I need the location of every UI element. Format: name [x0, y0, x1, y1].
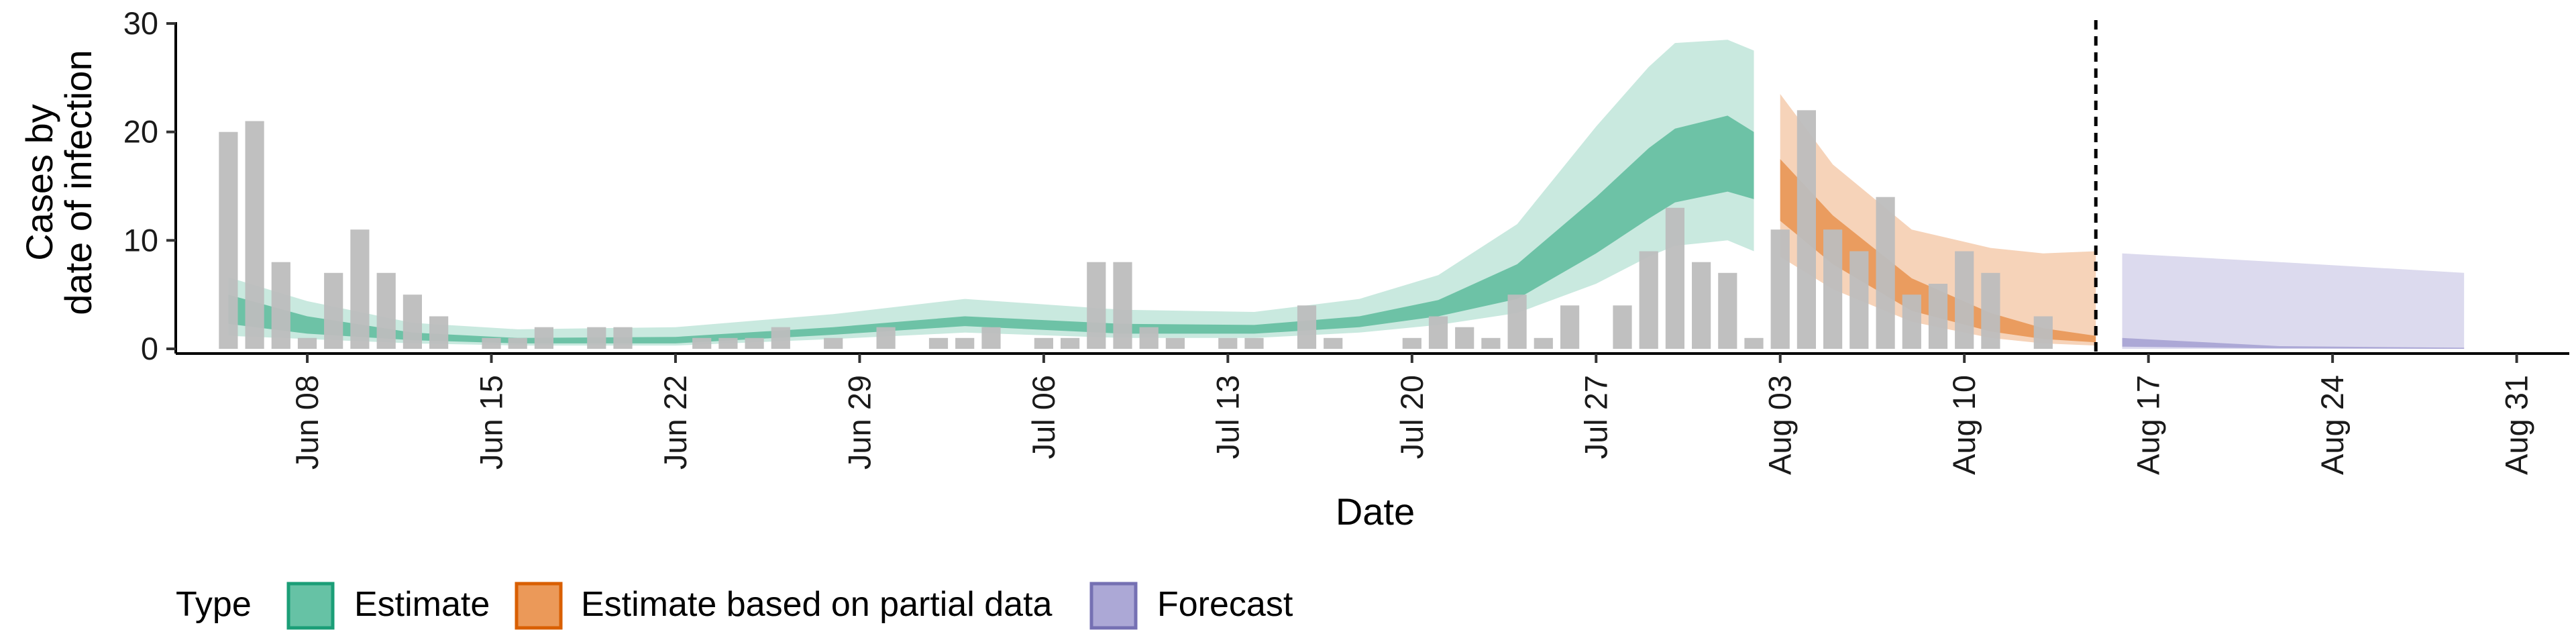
- x-tick-label: Aug 03: [1762, 375, 1798, 475]
- x-tick-label: Jul 20: [1394, 375, 1430, 459]
- case-bar: [271, 262, 290, 349]
- case-bar: [2033, 316, 2053, 349]
- ribbon-50-forecast: [2122, 337, 2465, 349]
- y-tick-label: 0: [141, 331, 158, 366]
- case-bar: [771, 327, 790, 349]
- case-bar: [1244, 337, 1264, 349]
- x-tick-label: Aug 31: [2499, 375, 2534, 475]
- case-bar: [429, 316, 449, 349]
- case-bar: [1955, 251, 1974, 349]
- case-bar: [1876, 197, 1895, 349]
- ribbon-90-forecast: [2122, 253, 2465, 349]
- case-bar: [1534, 337, 1553, 349]
- case-bar: [1639, 251, 1658, 349]
- case-bar: [1324, 337, 1343, 349]
- case-bar: [219, 131, 238, 349]
- case-bar: [1928, 284, 1948, 349]
- legend-key-forecast: [1089, 582, 1138, 630]
- y-tick-label: 30: [123, 5, 158, 41]
- x-tick-label: Aug 24: [2314, 375, 2350, 475]
- case-bar: [587, 327, 606, 349]
- case-bar: [1034, 337, 1053, 349]
- case-bar: [245, 121, 264, 349]
- axes-layer: 0 10 20 30 Jun 08 Jun 15 Jun 22 Jun 29 Jul 06 Jul…: [123, 5, 2569, 475]
- y-tick-label: 10: [123, 222, 158, 258]
- legend-label-partial: Estimate based on partial data: [581, 585, 1053, 624]
- case-bar: [1297, 305, 1317, 349]
- ribbons-layer: [228, 40, 2465, 349]
- case-bar: [1718, 272, 1737, 349]
- case-bar: [1849, 251, 1869, 349]
- case-bar: [692, 337, 712, 349]
- case-bar: [1087, 262, 1106, 349]
- y-axis-title-line-2: date of infection: [57, 50, 99, 315]
- case-bar: [350, 229, 370, 349]
- x-tick-label: Jul 06: [1026, 375, 1061, 459]
- case-bar: [324, 272, 343, 349]
- x-tick-label: Jun 08: [289, 375, 325, 470]
- legend-title: Type: [176, 585, 252, 624]
- case-bar: [1113, 262, 1132, 349]
- x-tick-label: Jun 22: [657, 375, 693, 470]
- legend-label-estimate: Estimate: [354, 585, 490, 624]
- case-bar: [1902, 294, 1921, 349]
- case-bar: [1665, 207, 1684, 349]
- case-bar: [928, 337, 949, 349]
- bars-layer: [219, 110, 2053, 350]
- legend-key-estimate: [286, 582, 335, 630]
- legend-label-forecast: Forecast: [1157, 585, 1293, 624]
- case-bar: [402, 294, 422, 349]
- case-bar: [981, 327, 1001, 349]
- case-bar: [1796, 110, 1816, 350]
- case-bar: [1218, 337, 1238, 349]
- legend-key-partial: [515, 582, 563, 630]
- case-bar: [613, 327, 633, 349]
- case-bar: [824, 337, 843, 349]
- case-bar: [1770, 229, 1790, 349]
- x-tick-label: Jul 13: [1210, 375, 1245, 459]
- legend: Type Estimate Estimate based on partial …: [176, 582, 1293, 630]
- case-bar: [1481, 337, 1501, 349]
- case-bar: [955, 337, 975, 349]
- case-bar: [1428, 316, 1448, 349]
- case-bar: [508, 337, 527, 349]
- x-axis-title: Date: [1336, 490, 1415, 533]
- case-bar: [376, 272, 396, 349]
- x-tick-label: Aug 17: [2131, 375, 2166, 475]
- y-tick-label: 20: [123, 114, 158, 150]
- case-bar: [1061, 337, 1080, 349]
- case-bar: [1455, 327, 1474, 349]
- case-bar: [876, 327, 896, 349]
- case-bar: [1402, 337, 1421, 349]
- x-tick-label: Jul 27: [1578, 375, 1613, 459]
- case-bar: [1981, 272, 2000, 349]
- y-axis-title-line-1: Cases by: [18, 104, 60, 260]
- case-bar: [1507, 294, 1527, 349]
- case-bar: [1560, 305, 1580, 349]
- x-tick-label: Jun 15: [474, 375, 509, 470]
- case-bar: [482, 337, 501, 349]
- case-bar: [718, 337, 738, 349]
- case-bar: [1165, 337, 1185, 349]
- x-tick-label: Jun 29: [841, 375, 877, 470]
- case-bar: [534, 327, 553, 349]
- y-axis-title: Cases by date of infection: [18, 50, 99, 315]
- case-bar: [1139, 327, 1159, 349]
- case-bar: [297, 337, 317, 349]
- x-tick-label: Aug 10: [1946, 375, 1982, 475]
- case-bar: [1692, 262, 1711, 349]
- case-bar: [1823, 229, 1843, 349]
- case-bar: [1613, 305, 1632, 349]
- case-bar: [745, 337, 764, 349]
- case-bar: [1744, 337, 1764, 349]
